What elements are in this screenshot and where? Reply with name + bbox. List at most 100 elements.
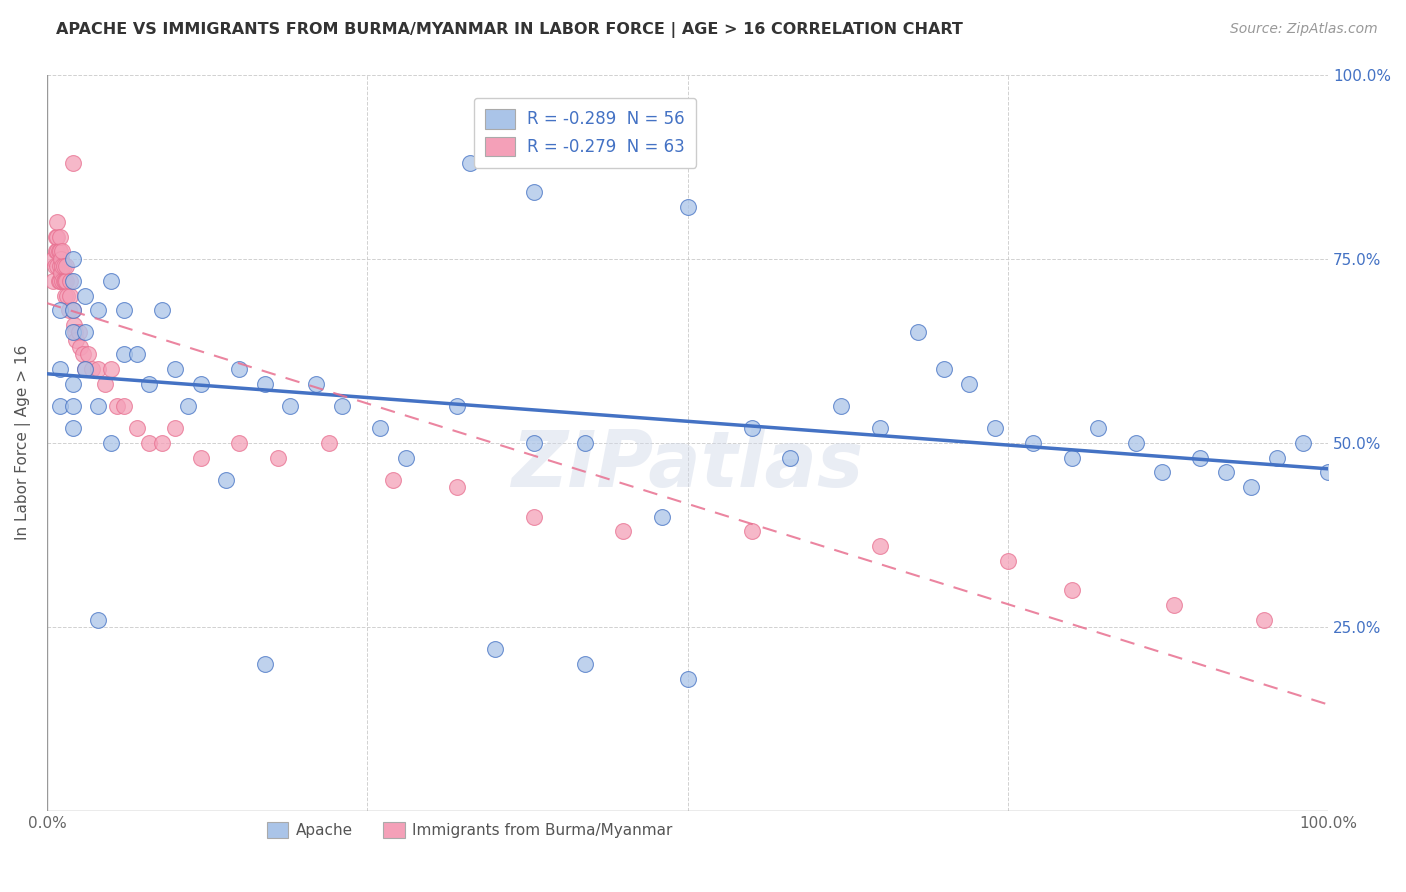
Point (49, 303, 72, 318)
Point (112, 303, 135, 318)
Text: APACHE VS IMMIGRANTS FROM BURMA/MYANMAR IN LABOR FORCE | AGE > 16 CORRELATION CH: APACHE VS IMMIGRANTS FROM BURMA/MYANMAR … (56, 22, 963, 38)
Point (997, 554, 1019, 568)
Point (45, 244, 67, 259)
Point (93, 376, 115, 391)
Point (49, 274, 72, 288)
Point (87, 362, 110, 376)
Point (100, 435, 122, 450)
Point (266, 450, 288, 465)
Text: ZIPatlas: ZIPatlas (512, 427, 863, 503)
Point (484, 642, 506, 657)
Point (125, 347, 148, 361)
Point (62, 252, 84, 266)
Point (574, 657, 596, 671)
Point (52, 274, 75, 288)
Point (1022, 435, 1045, 450)
Point (49, 252, 72, 266)
Point (1087, 421, 1109, 435)
Point (150, 303, 173, 318)
Point (51, 274, 73, 288)
Point (1317, 466, 1340, 480)
Point (51, 244, 73, 259)
Point (63, 326, 86, 340)
Point (1125, 435, 1147, 450)
Point (62, 376, 84, 391)
Point (45, 229, 67, 244)
Point (42, 274, 65, 288)
Point (46, 215, 69, 229)
Point (65, 333, 87, 347)
Point (46, 229, 69, 244)
Point (253, 376, 276, 391)
Point (523, 509, 546, 524)
Point (215, 473, 238, 487)
Point (741, 524, 763, 539)
Point (112, 399, 135, 413)
Point (51, 259, 73, 273)
Point (62, 303, 84, 318)
Point (48, 274, 70, 288)
Point (67, 326, 90, 340)
Point (446, 480, 468, 494)
Point (574, 435, 596, 450)
Point (55, 274, 77, 288)
Point (62, 399, 84, 413)
Point (59, 288, 82, 302)
Point (253, 657, 276, 671)
Point (62, 156, 84, 170)
Point (63, 318, 86, 332)
Point (87, 303, 110, 318)
Point (62, 421, 84, 435)
Point (446, 399, 468, 413)
Point (48, 244, 70, 259)
Point (932, 362, 955, 376)
Point (830, 399, 852, 413)
Point (1253, 613, 1275, 627)
Point (49, 244, 72, 259)
Point (1060, 583, 1083, 598)
Point (150, 435, 173, 450)
Point (330, 399, 353, 413)
Point (651, 509, 673, 524)
Point (395, 450, 418, 465)
Point (62, 303, 84, 318)
Point (46, 259, 69, 273)
Point (62, 326, 84, 340)
Point (1215, 466, 1237, 480)
Point (1291, 435, 1313, 450)
Y-axis label: In Labor Force | Age > 16: In Labor Force | Age > 16 (15, 345, 31, 541)
Point (58, 303, 80, 318)
Point (49, 267, 72, 281)
Point (177, 399, 200, 413)
Point (523, 186, 546, 200)
Point (49, 399, 72, 413)
Point (87, 613, 110, 627)
Point (305, 376, 328, 391)
Point (957, 376, 980, 391)
Point (53, 274, 76, 288)
Point (165, 421, 187, 435)
Point (869, 421, 891, 435)
Legend: Apache, Immigrants from Burma/Myanmar: Apache, Immigrants from Burma/Myanmar (260, 816, 679, 844)
Point (49, 362, 72, 376)
Point (44, 259, 66, 273)
Point (458, 156, 481, 170)
Point (100, 362, 122, 376)
Point (676, 672, 699, 686)
Point (1163, 598, 1185, 612)
Point (523, 435, 546, 450)
Point (165, 362, 187, 376)
Point (72, 347, 94, 361)
Point (984, 421, 1007, 435)
Point (779, 450, 801, 465)
Point (381, 473, 404, 487)
Point (138, 435, 160, 450)
Point (907, 326, 929, 340)
Point (190, 376, 212, 391)
Point (49, 229, 72, 244)
Point (53, 288, 76, 302)
Text: Source: ZipAtlas.com: Source: ZipAtlas.com (1230, 22, 1378, 37)
Point (125, 421, 148, 435)
Point (75, 288, 97, 302)
Point (280, 399, 302, 413)
